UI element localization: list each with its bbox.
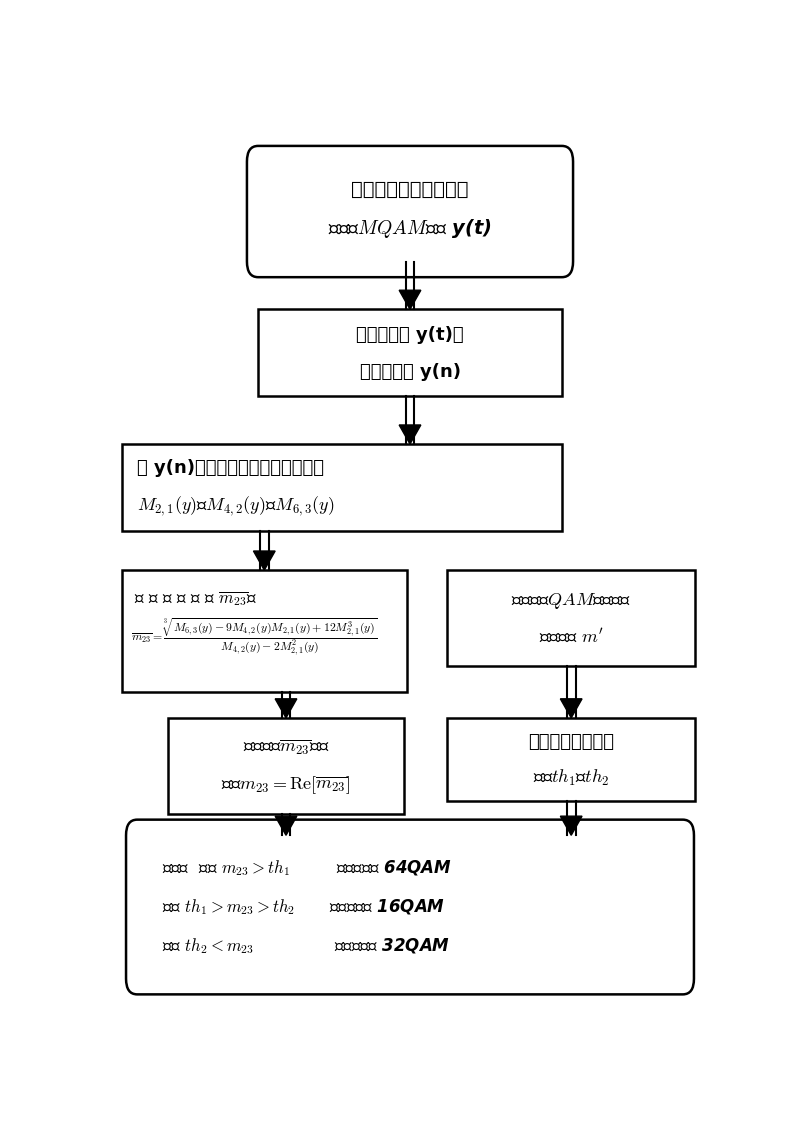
- Text: 接收到经过瑞利衰落信: 接收到经过瑞利衰落信: [351, 181, 469, 200]
- Text: 求出各阶$QAM$特征向量: 求出各阶$QAM$特征向量: [511, 590, 631, 611]
- Text: $M_{2,1}(y)$，$M_{4,2}(y)$，$M_{6,3}(y)$: $M_{2,1}(y)$，$M_{4,2}(y)$，$M_{6,3}(y)$: [138, 495, 335, 518]
- Text: 求组合矩$\overline{m_{23}}$的实: 求组合矩$\overline{m_{23}}$的实: [242, 737, 330, 756]
- Bar: [447, 570, 695, 666]
- Text: 对接收到的 y(t)进: 对接收到的 y(t)进: [356, 326, 464, 344]
- Text: 如果 $th_1>m_{23}>th_2$      调制方式为 16QAM: 如果 $th_1>m_{23}>th_2$ 调制方式为 16QAM: [162, 898, 445, 917]
- Text: 部，$m_{23}=\mathrm{Re}[\overline{m_{23}}]$: 部，$m_{23}=\mathrm{Re}[\overline{m_{23}}]…: [222, 774, 350, 796]
- Polygon shape: [254, 551, 275, 570]
- Text: 求出调制方式判决: 求出调制方式判决: [528, 733, 614, 751]
- Bar: [258, 309, 562, 396]
- Text: 判决：  如果 $m_{23}>th_1$        调制方式为 64QAM: 判决： 如果 $m_{23}>th_1$ 调制方式为 64QAM: [162, 858, 452, 877]
- Bar: [168, 718, 404, 814]
- Polygon shape: [560, 699, 582, 718]
- FancyBboxPatch shape: [126, 820, 694, 995]
- FancyBboxPatch shape: [247, 146, 573, 278]
- Text: 行过采样得 y(n): 行过采样得 y(n): [359, 362, 461, 380]
- Text: 如果 $th_2<m_{23}$              调制方式为 32QAM: 如果 $th_2<m_{23}$ 调制方式为 32QAM: [162, 936, 450, 956]
- Text: 门限$th_1$，$th_2$: 门限$th_1$，$th_2$: [533, 769, 610, 788]
- Text: 道下的$MQAM$信号 y(t): 道下的$MQAM$信号 y(t): [328, 218, 492, 240]
- Polygon shape: [399, 425, 421, 444]
- Bar: [447, 718, 695, 800]
- Bar: [122, 570, 407, 692]
- Text: $\overline{m_{23}}=\dfrac{\sqrt[3]{M_{6,3}(y)-9M_{4,2}(y)M_{2,1}(y)+12M^3_{2,1}(: $\overline{m_{23}}=\dfrac{\sqrt[3]{M_{6,…: [131, 616, 378, 657]
- Polygon shape: [399, 290, 421, 309]
- Text: 求 y(n)的二阶矩，四阶矩，六阶矩: 求 y(n)的二阶矩，四阶矩，六阶矩: [138, 460, 324, 478]
- Bar: [122, 444, 562, 531]
- Polygon shape: [560, 816, 582, 835]
- Polygon shape: [275, 699, 297, 718]
- Polygon shape: [275, 816, 297, 835]
- Text: 求 出 到 组 合 矩 $\overline{m_{23}}$：: 求 出 到 组 合 矩 $\overline{m_{23}}$：: [134, 589, 257, 609]
- Text: 的理论值 $m'$: 的理论值 $m'$: [538, 628, 604, 646]
